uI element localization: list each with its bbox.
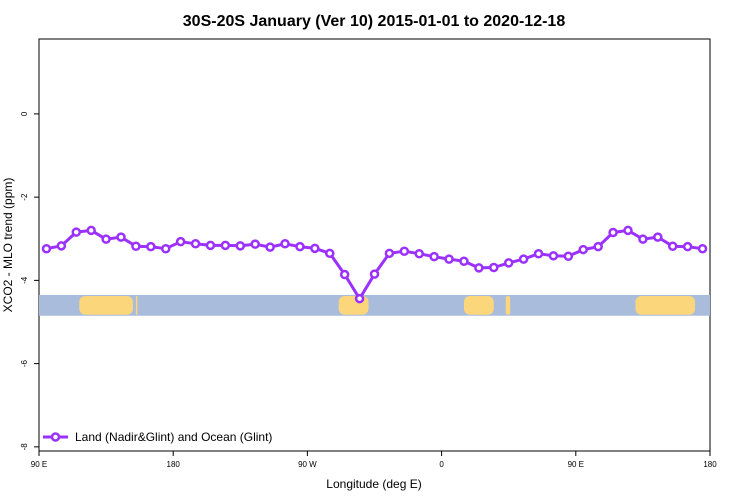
- data-point: [682, 241, 693, 252]
- x-axis-label: Longitude (deg E): [326, 477, 421, 491]
- data-point: [369, 269, 380, 279]
- land-segment: [135, 295, 138, 315]
- legend-marker-swatch: [50, 432, 61, 442]
- x-tick-label: 90 E: [568, 460, 584, 469]
- data-point: [518, 254, 529, 264]
- data-point: [563, 251, 574, 261]
- legend: Land (Nadir&Glint) and Ocean (Glint): [43, 430, 272, 444]
- data-point: [638, 234, 648, 244]
- data-point: [399, 246, 410, 256]
- data-point: [474, 263, 484, 273]
- land-segment: [505, 295, 511, 315]
- y-tick-label: 0: [20, 111, 29, 116]
- data-point: [339, 269, 350, 280]
- data-point: [548, 251, 559, 261]
- data-point: [444, 254, 454, 264]
- data-point: [146, 241, 156, 252]
- data-point: [384, 248, 395, 259]
- ocean-band: [39, 294, 710, 316]
- data-point: [280, 239, 290, 249]
- data-point: [697, 243, 708, 254]
- data-point: [295, 241, 305, 252]
- data-point: [190, 239, 201, 249]
- plot-area: [38, 38, 711, 452]
- x-tick-label: 180: [167, 460, 181, 469]
- y-tick-label: -2: [20, 193, 29, 201]
- x-tick-label: 90 W: [298, 460, 317, 469]
- data-point: [265, 242, 275, 252]
- data-point: [578, 244, 589, 255]
- land-segment: [79, 295, 133, 315]
- y-tick-label: -6: [20, 360, 29, 368]
- data-point: [667, 241, 678, 251]
- data-point: [220, 240, 231, 251]
- data-point: [489, 262, 499, 273]
- data-point: [325, 248, 335, 259]
- data-point: [101, 234, 111, 244]
- data-point: [503, 258, 514, 268]
- data-point: [250, 239, 260, 249]
- data-point: [354, 293, 365, 304]
- x-tick-label: 0: [439, 460, 444, 469]
- data-point: [533, 248, 544, 259]
- series-line: [46, 228, 703, 301]
- y-tick-label: -4: [20, 276, 29, 284]
- data-point: [205, 240, 216, 251]
- data-point: [86, 225, 96, 236]
- land-segment: [635, 295, 696, 315]
- y-axis-label: XCO2 - MLO trend (ppm): [1, 178, 15, 313]
- x-tick-label: 90 E: [31, 460, 47, 469]
- data-point: [235, 241, 246, 251]
- data-point: [429, 251, 439, 262]
- data-point: [653, 232, 663, 242]
- data-point: [131, 241, 141, 251]
- data-point: [310, 243, 320, 254]
- data-point: [56, 241, 67, 251]
- chart-title: 30S-20S January (Ver 10) 2015-01-01 to 2…: [183, 13, 566, 30]
- data-point: [459, 256, 469, 266]
- data-point: [160, 243, 171, 254]
- x-tick-label: 180: [703, 460, 717, 469]
- data-point: [608, 227, 618, 238]
- data-point: [71, 227, 82, 237]
- data-point: [41, 243, 52, 254]
- legend-label: Land (Nadir&Glint) and Ocean (Glint): [75, 430, 272, 444]
- series-layer: [41, 225, 708, 304]
- land-segment: [463, 295, 494, 315]
- data-point: [593, 241, 603, 252]
- data-point: [623, 225, 633, 236]
- data-point: [116, 232, 126, 242]
- data-point: [175, 236, 186, 247]
- land-ocean-bar: [39, 294, 710, 316]
- x-axis: 90 E 180 90 W 0 90 E 180: [31, 451, 717, 469]
- data-point: [414, 248, 424, 259]
- y-tick-label: -8: [20, 443, 29, 451]
- y-axis: 0 -2 -4 -6 -8: [20, 111, 39, 450]
